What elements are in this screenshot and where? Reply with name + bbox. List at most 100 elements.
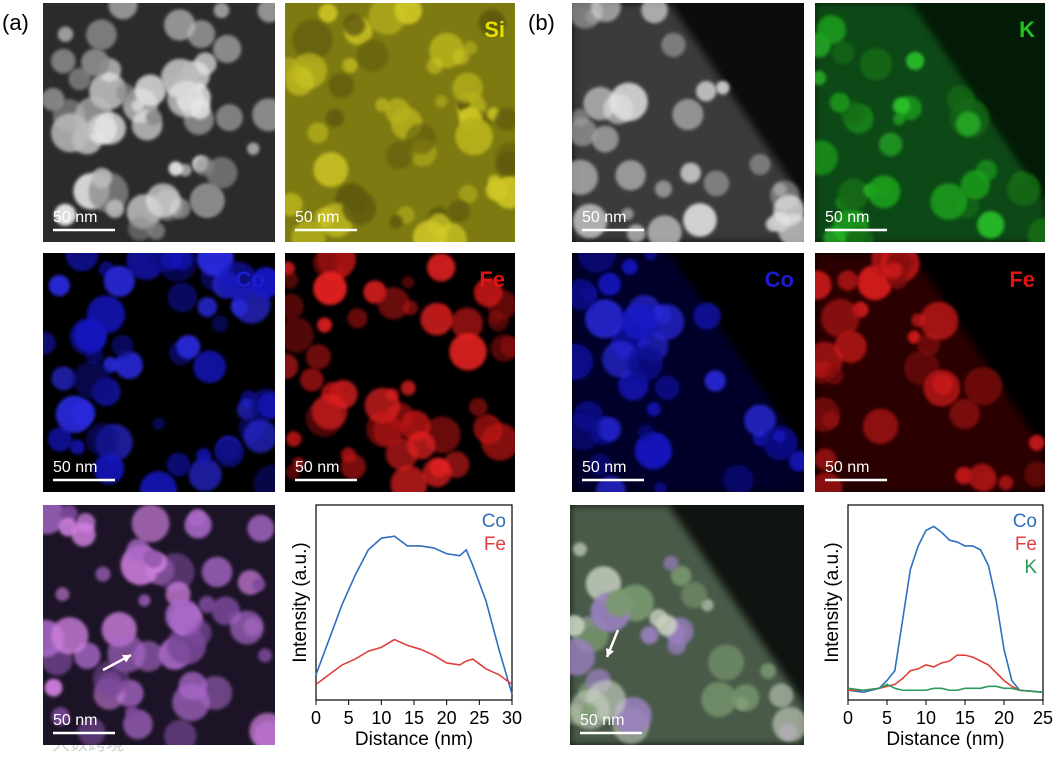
particle xyxy=(681,581,708,609)
data-line xyxy=(847,525,1044,694)
particle xyxy=(609,82,648,122)
particle xyxy=(478,9,506,36)
particle xyxy=(285,293,304,320)
particle xyxy=(127,216,153,241)
particle xyxy=(247,142,260,155)
particle xyxy=(285,353,299,380)
particle xyxy=(964,366,1003,406)
x-tick-label: 5 xyxy=(882,708,892,728)
particle xyxy=(591,125,619,153)
particle xyxy=(426,253,456,282)
particle xyxy=(394,3,423,25)
particle xyxy=(825,366,844,385)
particle xyxy=(91,167,113,189)
particle xyxy=(286,431,302,447)
particle xyxy=(572,542,587,557)
arrow-head xyxy=(122,654,131,663)
x-tick-label: 0 xyxy=(311,708,321,728)
particle xyxy=(955,111,981,137)
micrograph xyxy=(815,3,1045,242)
particle xyxy=(328,72,354,99)
particle xyxy=(285,271,299,289)
particle xyxy=(146,183,181,218)
particle xyxy=(605,589,634,618)
panel-label: (b) xyxy=(528,10,555,35)
particle xyxy=(488,311,509,332)
particle xyxy=(1006,172,1041,206)
particle xyxy=(621,207,634,221)
particle xyxy=(773,183,787,197)
particle xyxy=(172,683,210,722)
data-line xyxy=(847,683,1044,693)
particle xyxy=(615,160,646,191)
particle xyxy=(111,334,134,357)
particle xyxy=(772,706,804,742)
particle xyxy=(43,331,56,355)
particle xyxy=(71,522,96,547)
particle xyxy=(930,183,968,220)
particle xyxy=(626,224,646,242)
micrograph xyxy=(43,3,275,242)
particle xyxy=(300,367,324,392)
particle xyxy=(77,717,106,745)
particle xyxy=(452,72,483,104)
data-line xyxy=(315,535,513,695)
particle xyxy=(193,350,227,384)
particle xyxy=(47,426,73,452)
particle xyxy=(152,417,166,430)
particle xyxy=(196,448,212,464)
particle xyxy=(572,343,594,381)
particle xyxy=(93,453,125,485)
particle xyxy=(252,578,266,592)
particle xyxy=(859,48,893,81)
particle xyxy=(340,454,367,480)
particle xyxy=(72,360,111,399)
particle xyxy=(672,98,704,131)
plot-frame xyxy=(315,504,513,701)
particle xyxy=(722,464,754,492)
particle xyxy=(654,482,667,492)
particle xyxy=(51,366,76,391)
particle xyxy=(886,262,903,279)
particle xyxy=(95,566,111,582)
particle xyxy=(434,305,449,320)
particle xyxy=(163,719,197,745)
particle xyxy=(703,170,730,197)
particle xyxy=(597,417,622,442)
particle xyxy=(829,92,850,113)
particle xyxy=(578,253,616,273)
particle xyxy=(105,199,125,219)
particle xyxy=(693,302,721,330)
particle xyxy=(815,397,841,432)
particle xyxy=(789,450,804,472)
plot-frame xyxy=(847,504,1044,701)
particle xyxy=(570,638,595,676)
particle xyxy=(144,549,163,569)
element-label: Co xyxy=(765,267,794,292)
particle xyxy=(197,297,218,317)
scale-bar-label: 50 nm xyxy=(295,209,339,226)
particle xyxy=(384,98,411,124)
particle xyxy=(249,712,275,745)
legend-entry: Fe xyxy=(484,534,506,555)
particle xyxy=(878,132,903,157)
particle xyxy=(572,159,598,195)
particle xyxy=(704,370,726,392)
particle xyxy=(317,317,333,333)
particle xyxy=(213,3,230,19)
particle xyxy=(572,278,597,311)
particle xyxy=(184,511,212,539)
particle xyxy=(214,437,245,468)
x-tick-label: 5 xyxy=(344,708,354,728)
particle xyxy=(108,3,138,20)
particle xyxy=(168,161,183,176)
particle xyxy=(570,615,585,637)
y-axis-label: Intensity (a.u.) xyxy=(290,542,311,662)
legend-entry: Fe xyxy=(1015,534,1037,555)
particle xyxy=(93,112,126,145)
particle xyxy=(816,15,847,45)
element-label: Co xyxy=(236,267,265,292)
particle xyxy=(837,178,870,210)
particle xyxy=(125,705,139,719)
scale-bar-label: 50 nm xyxy=(53,209,97,226)
